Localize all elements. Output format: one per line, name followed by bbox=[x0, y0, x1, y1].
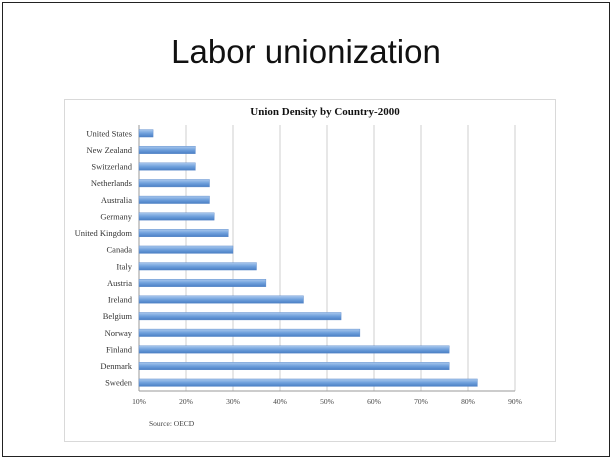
slide-title: Labor unionization bbox=[171, 33, 441, 70]
bar-australia bbox=[138, 195, 210, 204]
bar-sweden bbox=[138, 378, 478, 387]
bars bbox=[138, 129, 478, 387]
bar-canada bbox=[138, 245, 234, 254]
bar-united-states bbox=[138, 129, 154, 138]
category-label-finland: Finland bbox=[106, 344, 133, 354]
category-label-ireland: Ireland bbox=[108, 295, 133, 305]
x-tick-20: 20% bbox=[179, 397, 193, 406]
x-tick-50: 50% bbox=[320, 397, 334, 406]
x-tick-60: 60% bbox=[367, 397, 381, 406]
category-labels: United States New Zealand Switzerland Nethe… bbox=[75, 128, 133, 387]
bar-netherlands bbox=[138, 179, 210, 188]
bar-belgium bbox=[138, 312, 342, 321]
bar-switzerland bbox=[138, 162, 196, 171]
x-tick-80: 80% bbox=[461, 397, 475, 406]
bar-finland bbox=[138, 345, 450, 354]
category-label-netherlands: Netherlands bbox=[91, 178, 132, 188]
chart-frame: Union Density by Country-2000 United Sta… bbox=[64, 99, 556, 442]
x-tick-10: 10% bbox=[132, 397, 146, 406]
category-label-united-states: United States bbox=[86, 128, 132, 138]
category-label-denmark: Denmark bbox=[100, 361, 132, 371]
bar-new-zealand bbox=[138, 145, 196, 154]
x-tick-40: 40% bbox=[273, 397, 287, 406]
slide: Labor unionization Union Density by Coun… bbox=[2, 2, 610, 457]
x-tick-70: 70% bbox=[414, 397, 428, 406]
bar-united-kingdom bbox=[138, 229, 229, 238]
category-label-austria: Austria bbox=[107, 278, 132, 288]
category-label-sweden: Sweden bbox=[105, 378, 133, 388]
category-label-united-kingdom: United Kingdom bbox=[75, 228, 133, 238]
category-label-australia: Australia bbox=[101, 195, 132, 205]
category-label-germany: Germany bbox=[100, 211, 132, 221]
category-label-canada: Canada bbox=[107, 245, 133, 255]
source-note: Source: OECD bbox=[149, 419, 195, 428]
bar-denmark bbox=[138, 362, 450, 371]
bar-norway bbox=[138, 328, 361, 337]
x-tick-labels: 10% 20% 30% 40% 50% 60% 70% 80% 90% bbox=[132, 397, 522, 406]
category-label-new-zealand: New Zealand bbox=[86, 145, 132, 155]
union-density-chart: Union Density by Country-2000 United Sta… bbox=[75, 106, 522, 428]
bar-germany bbox=[138, 212, 215, 221]
chart-title: Union Density by Country-2000 bbox=[250, 106, 400, 118]
bar-ireland bbox=[138, 295, 304, 304]
category-label-norway: Norway bbox=[105, 328, 133, 338]
bar-austria bbox=[138, 278, 267, 287]
x-tick-90: 90% bbox=[508, 397, 522, 406]
category-label-belgium: Belgium bbox=[103, 311, 133, 321]
bar-italy bbox=[138, 262, 257, 271]
category-label-switzerland: Switzerland bbox=[91, 162, 132, 172]
category-label-italy: Italy bbox=[116, 261, 132, 271]
x-tick-30: 30% bbox=[226, 397, 240, 406]
